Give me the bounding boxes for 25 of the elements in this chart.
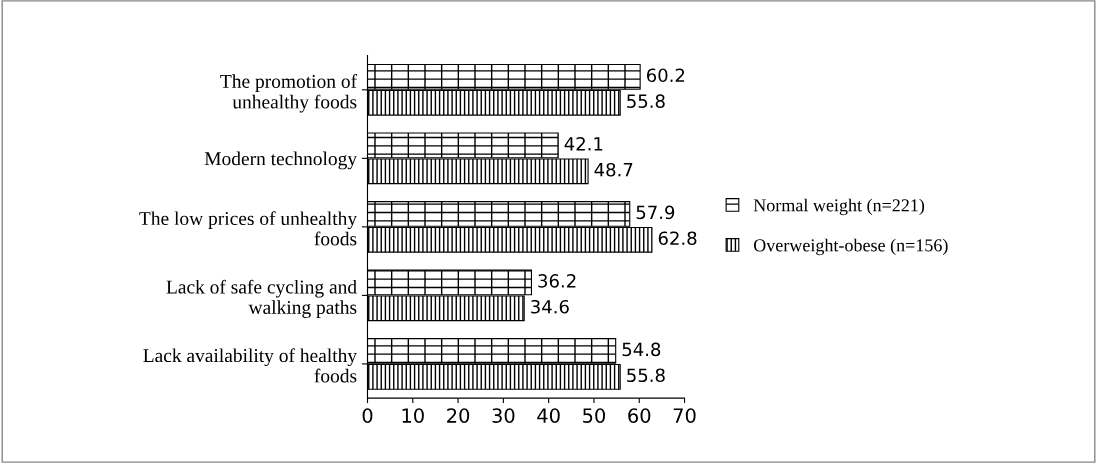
data-label: 55.8 [627,368,665,383]
x-tick-label: 60 [628,408,651,423]
x-tick-label: 10 [402,408,424,423]
x-tick-label: 0 [362,408,373,423]
y-tick-label: The promotion of unhealthy foods [220,74,358,113]
y-tick-label: Lack of safe cycling and walking paths [166,279,357,318]
data-label: 34.6 [531,299,569,314]
x-tick-label: 40 [537,408,560,423]
x-tick-label: 50 [583,408,606,423]
legend-label: Normal weight (n=221) [753,198,925,216]
data-label: 42.1 [564,136,603,151]
x-tick-label: 20 [447,408,470,423]
x-tick-label: 70 [673,408,696,423]
y-tick-label: Lack availability of healthy foods [143,348,357,383]
legend-label: Overweight-obese (n=156) [753,238,948,256]
data-label: 60.2 [646,68,685,83]
x-tick-label: 30 [492,408,515,423]
data-label: 57.9 [636,205,675,220]
data-label: 54.8 [622,342,661,357]
data-label: 36.2 [538,274,576,288]
data-label: 55.8 [627,94,665,109]
data-label: 48.7 [594,162,633,177]
y-tick-label: The low prices of unhealthy foods [139,211,357,246]
y-tick-label: Modern technology [204,151,357,170]
data-label: 62.8 [658,231,697,246]
